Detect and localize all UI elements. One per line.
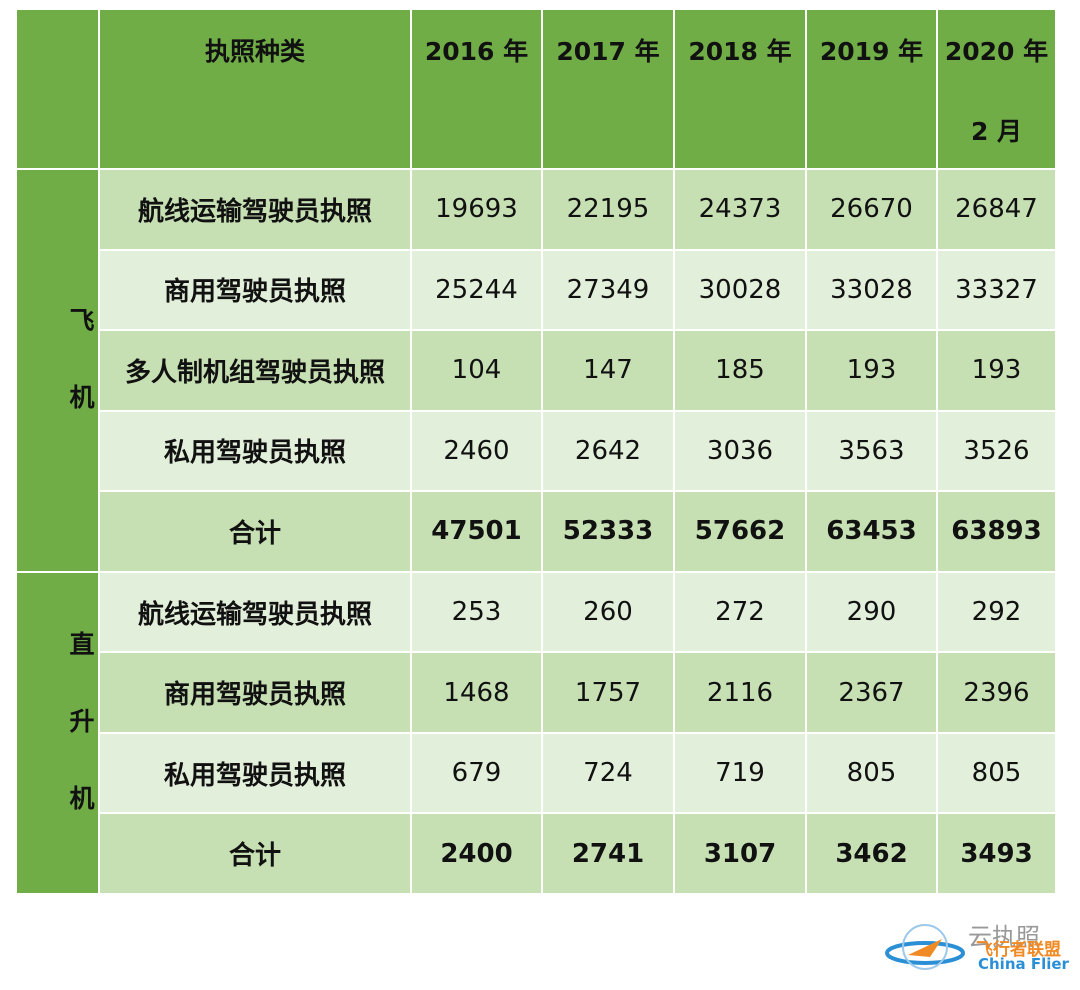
row-name: 商用驾驶员执照: [100, 653, 412, 734]
value-cell: 47501: [412, 492, 543, 573]
value-cell: 193: [807, 331, 938, 412]
value-cell: 272: [675, 572, 807, 654]
value-cell: 104: [412, 331, 543, 412]
value-cell: 290: [807, 572, 938, 654]
header-cell: 执照种类: [100, 10, 412, 170]
header-cell: [17, 10, 100, 170]
value-cell: 679: [412, 733, 543, 815]
value-cell: 2116: [675, 653, 807, 734]
value-cell: 3493: [938, 814, 1057, 895]
value-cell: 24373: [675, 170, 807, 251]
value-cell: 719: [675, 733, 807, 815]
value-cell: 26847: [938, 170, 1057, 251]
row-name: 合计: [100, 492, 412, 573]
value-cell: 2400: [412, 814, 543, 895]
value-cell: 63893: [938, 492, 1057, 573]
value-cell: 724: [543, 733, 675, 815]
value-cell: 2460: [412, 411, 543, 493]
value-cell: 292: [938, 572, 1057, 654]
value-cell: 57662: [675, 492, 807, 573]
watermark-logo: [885, 924, 965, 970]
value-cell: 2396: [938, 653, 1057, 734]
value-cell: 3563: [807, 411, 938, 493]
value-cell: 33327: [938, 250, 1057, 332]
value-cell: 3036: [675, 411, 807, 493]
value-cell: 26670: [807, 170, 938, 251]
group-label: 直升机: [17, 572, 100, 895]
value-cell: 63453: [807, 492, 938, 573]
row-name: 合计: [100, 814, 412, 895]
row-name: 商用驾驶员执照: [100, 250, 412, 332]
value-cell: 253: [412, 572, 543, 654]
value-cell: 19693: [412, 170, 543, 251]
value-cell: 30028: [675, 250, 807, 332]
value-cell: 27349: [543, 250, 675, 332]
value-cell: 2367: [807, 653, 938, 734]
value-cell: 1468: [412, 653, 543, 734]
value-cell: 805: [807, 733, 938, 815]
header-cell: 2018 年: [675, 10, 807, 170]
watermark-brand: 飞行者联盟: [976, 940, 1061, 960]
row-name: 航线运输驾驶员执照: [100, 572, 412, 654]
header-cell: 2020 年 2 月: [938, 10, 1057, 170]
header-cell: 2016 年: [412, 10, 543, 170]
value-cell: 1757: [543, 653, 675, 734]
value-cell: 147: [543, 331, 675, 412]
value-cell: 3462: [807, 814, 938, 895]
value-cell: 52333: [543, 492, 675, 573]
value-cell: 185: [675, 331, 807, 412]
watermark: 云执照 飞行者联盟 China Flier: [880, 915, 1075, 985]
value-cell: 805: [938, 733, 1057, 815]
group-label: 飞机: [17, 170, 100, 573]
value-cell: 260: [543, 572, 675, 654]
row-name: 航线运输驾驶员执照: [100, 170, 412, 251]
value-cell: 25244: [412, 250, 543, 332]
header-cell: 2017 年: [543, 10, 675, 170]
value-cell: 2741: [543, 814, 675, 895]
watermark-brand-en: China Flier: [978, 955, 1069, 973]
watermark-title: 云执照: [968, 923, 1040, 951]
value-cell: 33028: [807, 250, 938, 332]
value-cell: 2642: [543, 411, 675, 493]
row-name: 私用驾驶员执照: [100, 411, 412, 493]
value-cell: 193: [938, 331, 1057, 412]
row-name: 多人制机组驾驶员执照: [100, 331, 412, 412]
value-cell: 22195: [543, 170, 675, 251]
row-name: 私用驾驶员执照: [100, 733, 412, 815]
value-cell: 3526: [938, 411, 1057, 493]
value-cell: 3107: [675, 814, 807, 895]
header-cell: 2019 年: [807, 10, 938, 170]
